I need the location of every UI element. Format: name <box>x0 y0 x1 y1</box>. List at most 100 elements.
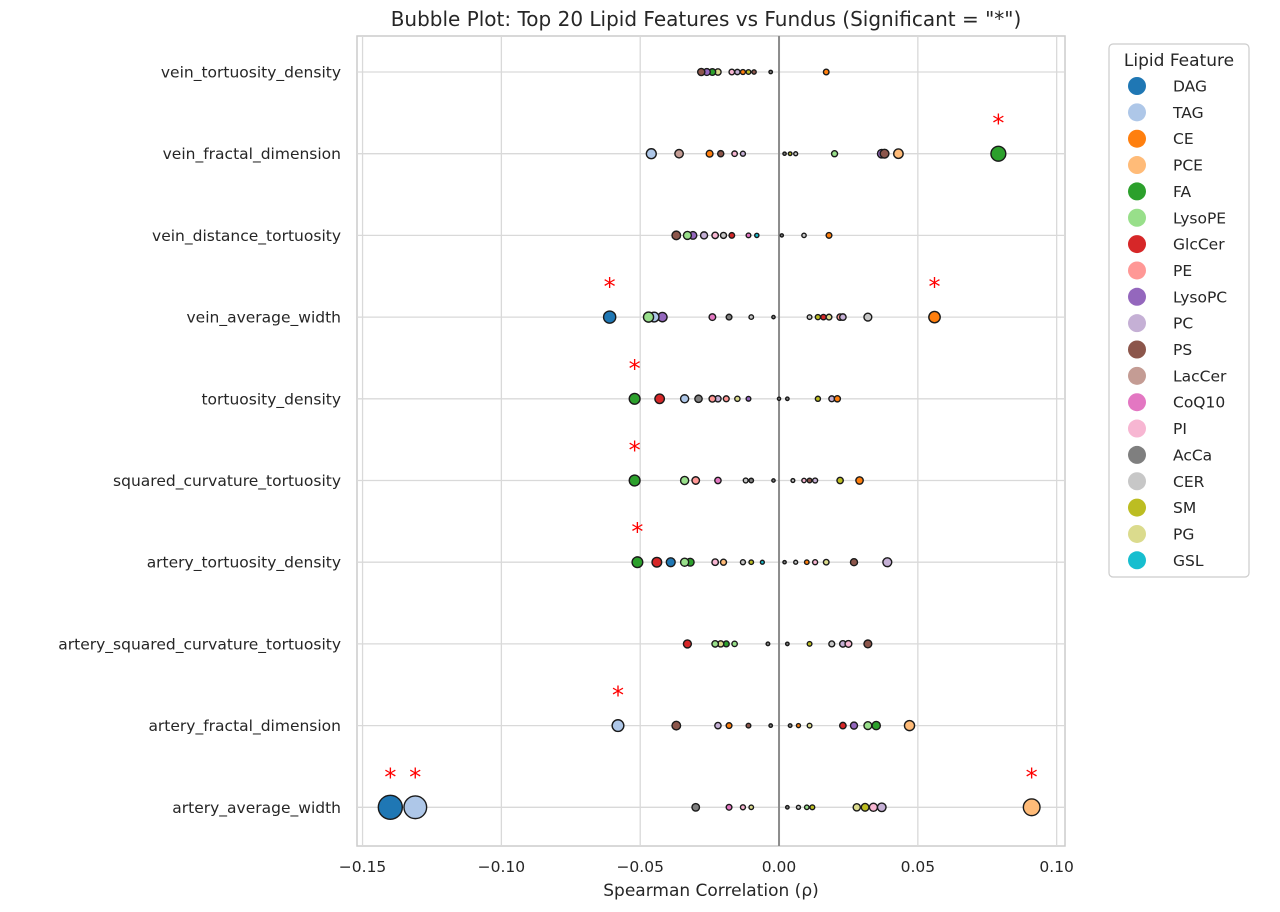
bubble-ce <box>705 149 714 158</box>
bubble-pi <box>801 477 807 484</box>
plot-area: −0.15 −0.10 −0.05 0.00 0.05 0.10 vein_tortuosi… <box>58 35 1074 876</box>
bubble-glccer <box>728 231 736 239</box>
legend-swatch-pe <box>1128 261 1146 280</box>
legend-box <box>1108 43 1250 578</box>
bubble-cer <box>719 231 728 240</box>
bubble-gsl <box>759 559 766 565</box>
legend-title: Lipid Feature <box>1124 51 1234 71</box>
bubble-pi <box>728 68 736 76</box>
bubble-pc <box>739 150 747 157</box>
bubble-lysope <box>679 475 690 486</box>
y-tick-label: squared_curvature_tortuosity <box>113 472 341 491</box>
bubble-pce <box>1022 798 1041 817</box>
bubble-ps <box>879 148 890 159</box>
bubble-sm <box>787 151 793 157</box>
legend-swatch-ps <box>1128 340 1146 359</box>
bubble-sm <box>748 559 755 566</box>
legend-label: AcCa <box>1173 446 1212 464</box>
y-tick-label: vein_average_width <box>186 309 341 328</box>
bubble-fa <box>628 474 641 487</box>
bubble-sm <box>745 68 752 76</box>
bubble-ps <box>849 557 859 567</box>
bubble-dag <box>377 794 404 820</box>
bubble-glccer <box>651 556 663 568</box>
significance-marker: * <box>384 763 396 791</box>
bubble-ce <box>739 68 747 76</box>
bubble-fa <box>628 392 641 405</box>
bubble-ps <box>716 149 725 158</box>
x-tick-label: 0.10 <box>1039 858 1074 876</box>
plot-frame <box>356 35 1066 847</box>
y-tick-label: artery_fractal_dimension <box>148 717 341 736</box>
bubble-pc <box>714 721 722 730</box>
bubble-glccer <box>682 639 693 649</box>
bubble-acca <box>771 478 776 483</box>
y-tick-label: vein_distance_tortuosity <box>152 227 341 246</box>
legend-swatch-ce <box>1128 129 1146 148</box>
bubble-pi <box>711 231 720 240</box>
significance-marker: * <box>629 355 641 383</box>
bubble-lysope <box>803 804 810 811</box>
legend-label: LysoPC <box>1173 288 1227 306</box>
legend-label: PG <box>1173 525 1194 543</box>
significance-marker: * <box>604 273 616 301</box>
bubble-acca <box>765 641 771 647</box>
bubble-pce <box>719 558 728 566</box>
legend-swatch-dag <box>1128 77 1146 95</box>
bubble-glccer <box>838 721 847 730</box>
bubble-acca <box>771 314 776 320</box>
bubble-pce <box>903 719 916 732</box>
legend-swatch-coq10 <box>1128 393 1146 412</box>
bubble-lysope <box>863 720 873 731</box>
legend-label: CoQ10 <box>1173 394 1225 412</box>
x-tick-label: −0.05 <box>616 858 664 876</box>
legend-label: PCE <box>1173 157 1203 175</box>
legend-swatch-tag <box>1128 103 1146 122</box>
bubble-dag <box>602 310 617 324</box>
bubble-ps <box>671 230 682 241</box>
bubble-pe <box>708 394 717 403</box>
legend-label: SM <box>1173 499 1196 517</box>
bubble-sm <box>814 313 822 321</box>
bubble-lysopc <box>745 395 752 402</box>
bubble-cer <box>748 314 755 321</box>
bubble-pc <box>876 802 887 813</box>
bubble-acca <box>725 313 733 321</box>
x-tick-label: 0.00 <box>762 858 797 876</box>
bubble-lysope <box>642 311 655 323</box>
legend-label: CE <box>1173 130 1194 148</box>
bubble-coq10 <box>725 803 733 811</box>
y-tick-label: vein_fractal_dimension <box>163 145 341 164</box>
bubble-sm <box>814 395 822 403</box>
bubble-glccer <box>654 393 666 405</box>
bubble-ce <box>855 476 864 485</box>
bubble-ps <box>863 639 873 649</box>
legend-swatch-sm <box>1128 498 1146 517</box>
bubble-acca <box>784 641 790 647</box>
y-tick-label: artery_squared_curvature_tortuosity <box>58 635 341 654</box>
legend-label: TAG <box>1172 104 1204 122</box>
legend-swatch-lysopc <box>1128 287 1146 306</box>
bubble-pc <box>734 68 741 76</box>
bubble-lysope <box>830 149 839 158</box>
legend-label: DAG <box>1173 78 1207 96</box>
bubble-acca <box>768 69 774 75</box>
legend-swatch-pi <box>1128 419 1146 438</box>
bubble-ps <box>745 722 752 729</box>
bubble-cer <box>793 559 799 565</box>
significance-marker: * <box>612 682 624 710</box>
legend-swatch-pg <box>1128 524 1146 543</box>
bubble-ce <box>795 722 802 729</box>
bubble-pg <box>748 804 755 811</box>
significance-marker: * <box>629 437 641 465</box>
legend-label: LysoPE <box>1173 209 1226 227</box>
bubble-lysope <box>731 640 738 648</box>
legend-label: PC <box>1173 315 1193 333</box>
bubble-pc <box>838 313 847 322</box>
bubble-tag <box>645 148 657 160</box>
legend-swatch-pce <box>1128 156 1146 175</box>
bubble-pg <box>852 803 862 812</box>
bubble-lysope <box>711 639 720 648</box>
bubble-cer <box>793 151 799 157</box>
